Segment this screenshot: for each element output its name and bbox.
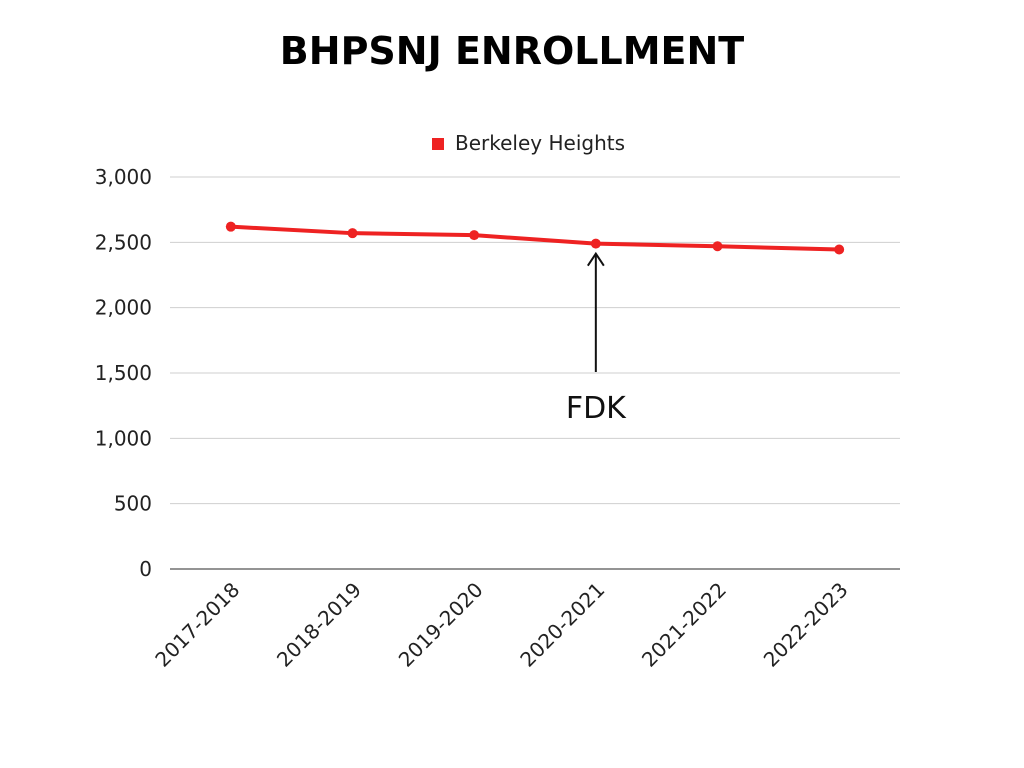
chart-title: BHPSNJ ENROLLMENT xyxy=(280,29,744,73)
data-point xyxy=(712,241,723,252)
annotation: FDK xyxy=(566,251,627,426)
y-tick-label: 2,000 xyxy=(95,296,152,320)
y-tick-label: 2,500 xyxy=(95,230,152,254)
y-tick-label: 0 xyxy=(139,557,152,581)
data-point xyxy=(834,244,845,255)
data-point xyxy=(590,238,601,249)
x-tick-label: 2019-2020 xyxy=(394,578,488,672)
x-tick-label: 2017-2018 xyxy=(150,578,244,672)
legend-label: Berkeley Heights xyxy=(455,131,625,155)
x-tick-label: 2018-2019 xyxy=(272,578,366,672)
annotation-label: FDK xyxy=(566,391,627,426)
x-tick-label: 2021-2022 xyxy=(637,578,731,672)
x-tick-label: 2020-2021 xyxy=(515,578,609,672)
legend-swatch xyxy=(432,138,444,150)
x-axis-ticks: 2017-2018 2018-2019 2019-2020 2020-2021 2021… xyxy=(150,578,852,672)
x-tick-label: 2022-2023 xyxy=(759,578,853,672)
legend: Berkeley Heights xyxy=(432,131,625,155)
y-tick-label: 500 xyxy=(114,492,152,516)
y-tick-label: 1,000 xyxy=(95,426,152,450)
data-point xyxy=(225,221,236,232)
series-berkeley-heights xyxy=(225,221,845,255)
data-point xyxy=(347,228,358,239)
data-point xyxy=(469,230,480,241)
series-line xyxy=(228,224,842,252)
annotation-arrowhead xyxy=(587,251,605,267)
gridlines xyxy=(170,176,900,570)
y-tick-label: 1,500 xyxy=(95,361,152,385)
y-tick-label: 3,000 xyxy=(95,165,152,189)
y-axis-ticks: 0 500 1,000 1,500 2,000 2,500 3,000 xyxy=(95,165,152,581)
